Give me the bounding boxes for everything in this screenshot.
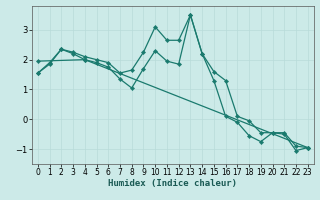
X-axis label: Humidex (Indice chaleur): Humidex (Indice chaleur): [108, 179, 237, 188]
